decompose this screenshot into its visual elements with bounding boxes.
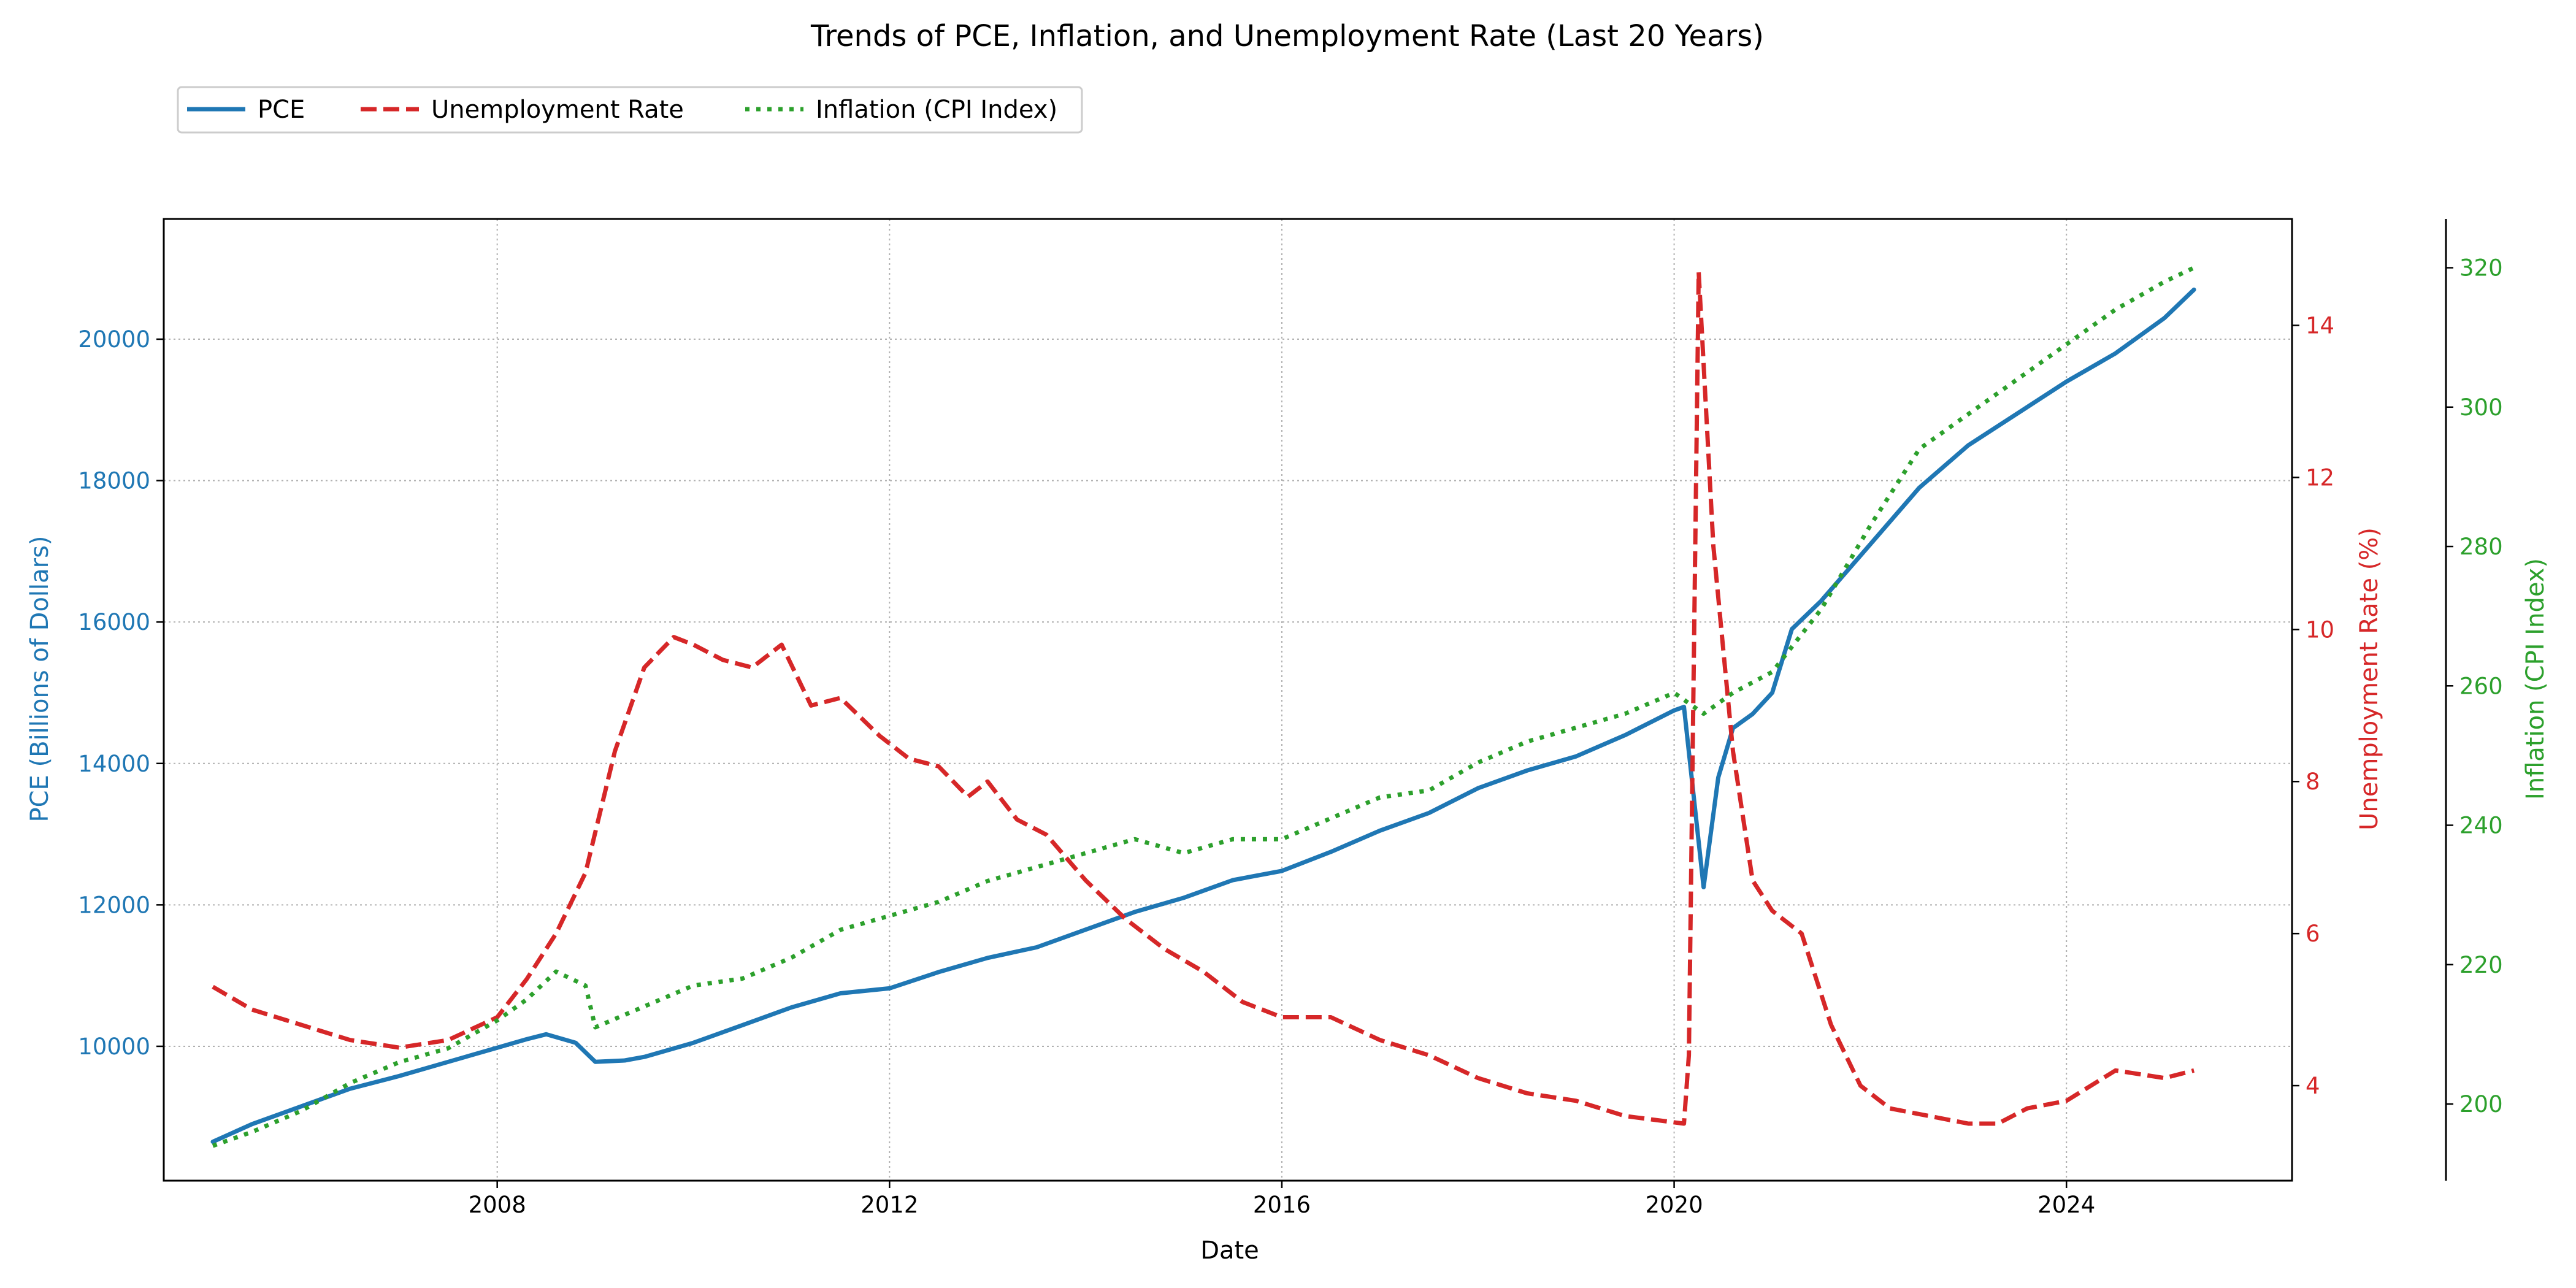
x-tick-label-2020: 2020 bbox=[1645, 1192, 1703, 1218]
unemployment-tick-label-6: 6 bbox=[2306, 921, 2320, 947]
series-layer bbox=[210, 266, 2196, 1148]
inflation-tick-label-240: 240 bbox=[2459, 813, 2503, 839]
legend-label-unemployment: Unemployment Rate bbox=[431, 96, 684, 124]
inflation-tick-label-300: 300 bbox=[2459, 394, 2503, 421]
unemployment-tick-label-8: 8 bbox=[2306, 769, 2320, 795]
inflation-tick-label-200: 200 bbox=[2459, 1091, 2503, 1117]
x-axis-label: Date bbox=[1200, 1236, 1259, 1265]
inflation-tick-label-280: 280 bbox=[2459, 534, 2503, 560]
legend-frame bbox=[177, 86, 1083, 134]
unemployment-tick-label-10: 10 bbox=[2306, 616, 2334, 643]
unemployment-line bbox=[212, 270, 2195, 1126]
unemployment-tick-label-12: 12 bbox=[2306, 464, 2334, 491]
unemployment-tick-label-14: 14 bbox=[2306, 313, 2334, 339]
pce-tick-label-10000: 10000 bbox=[78, 1033, 150, 1060]
pce-tick-label-20000: 20000 bbox=[78, 326, 150, 353]
pce-tick-label-12000: 12000 bbox=[78, 892, 150, 918]
plot-frame bbox=[163, 218, 2293, 1182]
y-axis-label-pce: PCE (Billions of Dollars) bbox=[26, 535, 54, 822]
y-axis-label-unemployment: Unemployment Rate (%) bbox=[2355, 527, 2383, 830]
pce-tick-label-18000: 18000 bbox=[78, 468, 150, 494]
pce-line bbox=[210, 287, 2196, 1144]
legend-label-inflation: Inflation (CPI Index) bbox=[816, 96, 1057, 124]
x-tick-label-2016: 2016 bbox=[1253, 1192, 1311, 1218]
inflation-tick-label-220: 220 bbox=[2459, 952, 2503, 978]
pce-tick-label-14000: 14000 bbox=[78, 751, 150, 777]
inflation-tick-label-260: 260 bbox=[2459, 673, 2503, 699]
x-tick-label-2024: 2024 bbox=[2037, 1192, 2095, 1218]
x-tick-label-2008: 2008 bbox=[469, 1192, 526, 1218]
axes-layer: 2008 2012 2016 2020 202410000120001400016000… bbox=[78, 218, 2503, 1218]
unemployment-tick-label-4: 4 bbox=[2306, 1073, 2320, 1099]
y-axis-label-inflation: Inflation (CPI Index) bbox=[2521, 558, 2550, 800]
pce-tick-label-16000: 16000 bbox=[78, 609, 150, 635]
legend-label-pce: PCE bbox=[258, 96, 305, 124]
legend: PCE Unemployment Rate Inflation (CPI Ind… bbox=[177, 86, 1083, 134]
inflation-tick-label-320: 320 bbox=[2459, 255, 2503, 282]
x-tick-label-2012: 2012 bbox=[861, 1192, 918, 1218]
chart-title: Trends of PCE, Inflation, and Unemployme… bbox=[810, 19, 1764, 53]
